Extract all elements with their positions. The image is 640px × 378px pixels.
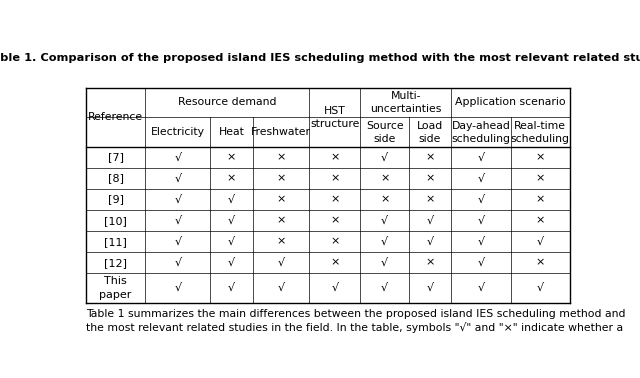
Text: √: √	[174, 195, 181, 204]
Text: √: √	[537, 283, 544, 293]
Text: ×: ×	[536, 258, 545, 268]
Text: ×: ×	[426, 152, 435, 163]
Text: [10]: [10]	[104, 215, 127, 226]
Text: √: √	[381, 237, 388, 247]
Text: √: √	[174, 152, 181, 163]
Text: [7]: [7]	[108, 152, 124, 163]
Text: Resource demand: Resource demand	[178, 98, 276, 107]
Text: [12]: [12]	[104, 258, 127, 268]
Text: √: √	[228, 283, 235, 293]
Text: √: √	[277, 283, 285, 293]
Text: ×: ×	[276, 195, 285, 204]
Text: Application scenario: Application scenario	[455, 98, 566, 107]
Text: ×: ×	[276, 174, 285, 184]
Text: ×: ×	[330, 174, 340, 184]
Text: ×: ×	[276, 215, 285, 226]
Text: Freshwater: Freshwater	[251, 127, 311, 137]
Text: This
paper: This paper	[99, 276, 132, 300]
Text: Heat: Heat	[218, 127, 244, 137]
Text: ×: ×	[276, 152, 285, 163]
Text: ×: ×	[380, 174, 389, 184]
Text: √: √	[381, 283, 388, 293]
Text: √: √	[228, 258, 235, 268]
Text: [8]: [8]	[108, 174, 124, 184]
Text: ×: ×	[536, 174, 545, 184]
Text: [11]: [11]	[104, 237, 127, 247]
Text: √: √	[381, 152, 388, 163]
Text: √: √	[381, 215, 388, 226]
Text: √: √	[477, 237, 484, 247]
Text: Source
side: Source side	[366, 121, 403, 144]
Text: ×: ×	[330, 152, 340, 163]
Text: ×: ×	[330, 215, 340, 226]
Text: ×: ×	[227, 174, 236, 184]
Text: Table 1. Comparison of the proposed island IES scheduling method with the most r: Table 1. Comparison of the proposed isla…	[0, 53, 640, 63]
Text: √: √	[426, 283, 434, 293]
Text: Reference: Reference	[88, 112, 143, 122]
Text: √: √	[174, 215, 181, 226]
Text: HST
structure: HST structure	[310, 106, 360, 129]
Text: Electricity: Electricity	[151, 127, 205, 137]
Text: √: √	[477, 258, 484, 268]
Text: √: √	[477, 174, 484, 184]
Text: Table 1 summarizes the main differences between the proposed island IES scheduli: Table 1 summarizes the main differences …	[86, 309, 625, 319]
Text: ×: ×	[536, 195, 545, 204]
Text: √: √	[174, 174, 181, 184]
Text: √: √	[332, 283, 339, 293]
Text: Real-time
scheduling: Real-time scheduling	[511, 121, 570, 144]
Text: √: √	[381, 258, 388, 268]
Text: √: √	[477, 283, 484, 293]
Text: [9]: [9]	[108, 195, 124, 204]
Text: ×: ×	[426, 258, 435, 268]
Text: ×: ×	[330, 258, 340, 268]
Text: √: √	[174, 258, 181, 268]
Text: ×: ×	[426, 195, 435, 204]
Text: ×: ×	[330, 195, 340, 204]
Text: Multi-
uncertainties: Multi- uncertainties	[370, 91, 442, 114]
Text: ×: ×	[536, 215, 545, 226]
Text: √: √	[477, 152, 484, 163]
Text: ×: ×	[276, 237, 285, 247]
Text: ×: ×	[380, 195, 389, 204]
Text: √: √	[174, 283, 181, 293]
Text: ×: ×	[536, 152, 545, 163]
Text: √: √	[228, 237, 235, 247]
Text: √: √	[477, 195, 484, 204]
Text: √: √	[174, 237, 181, 247]
Text: √: √	[426, 237, 434, 247]
Text: the most relevant related studies in the field. In the table, symbols "√" and "×: the most relevant related studies in the…	[86, 322, 623, 333]
Text: ×: ×	[426, 174, 435, 184]
Text: √: √	[228, 215, 235, 226]
Text: ×: ×	[227, 152, 236, 163]
Text: √: √	[477, 215, 484, 226]
Text: √: √	[277, 258, 285, 268]
Text: √: √	[426, 215, 434, 226]
Text: ×: ×	[330, 237, 340, 247]
Text: √: √	[537, 237, 544, 247]
Text: Day-ahead
scheduling: Day-ahead scheduling	[451, 121, 511, 144]
Text: Load
side: Load side	[417, 121, 443, 144]
Text: √: √	[228, 195, 235, 204]
